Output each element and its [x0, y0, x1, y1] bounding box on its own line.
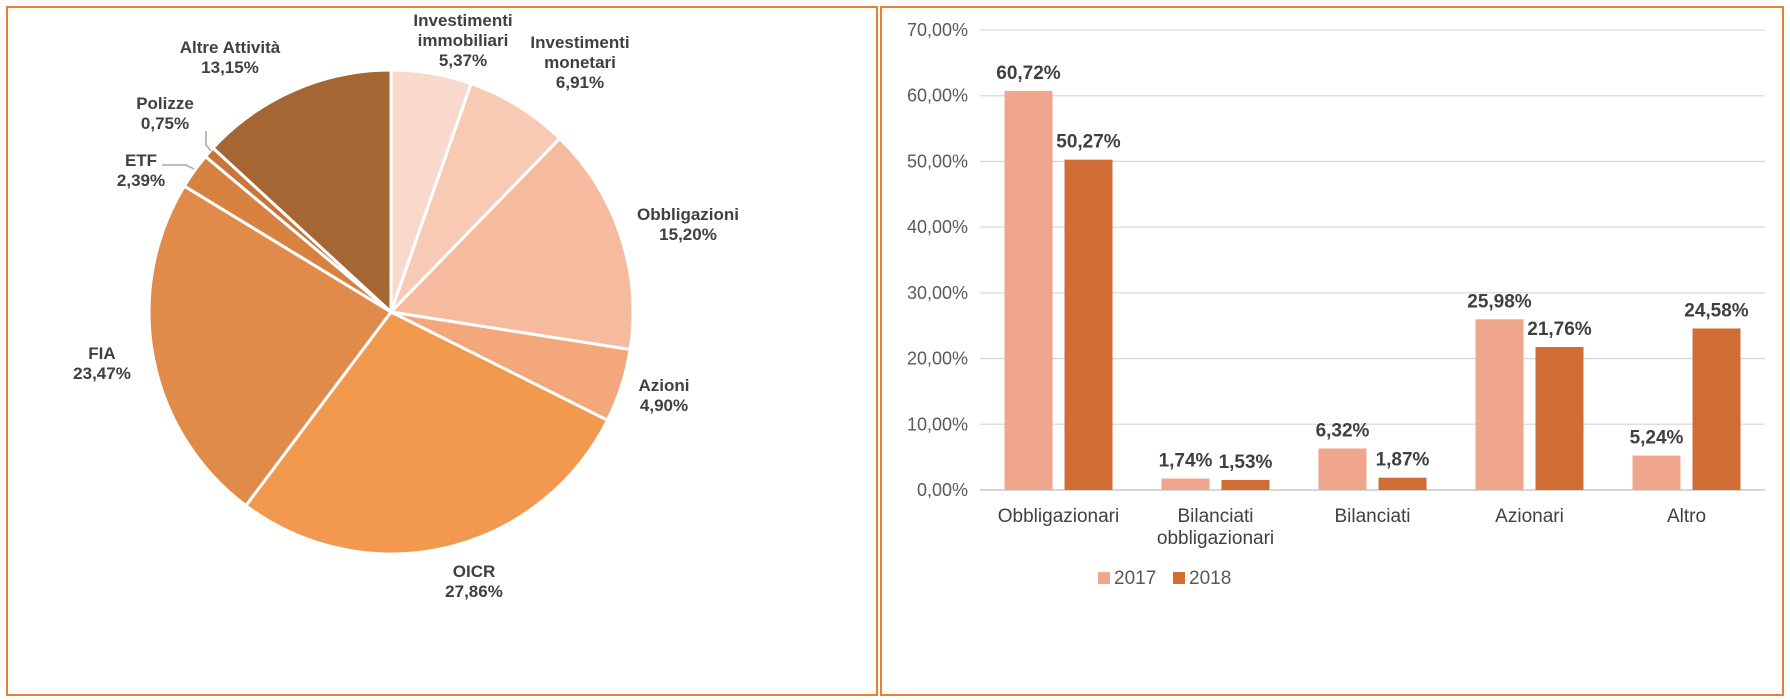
pie-slice — [389, 81, 562, 314]
bar-chart-panel: 0,00% 10,00% 20,00% 30,00% 40,00% 50,00% 60,00… — [880, 6, 1784, 696]
x-tick-label: Altro — [1667, 506, 1706, 527]
pie-data-label: Azioni 4,90% — [639, 376, 690, 415]
y-tick-label: 50,00% — [907, 151, 968, 171]
bar-2018 — [1378, 477, 1427, 490]
pie-chart: Investimenti immobiliari 5,37% Investimenti… — [73, 11, 739, 601]
bar-2018 — [1221, 479, 1270, 490]
bar-2017 — [1004, 90, 1053, 491]
legend-label: 2018 — [1189, 568, 1231, 589]
bar-2018 — [1692, 328, 1741, 490]
leader-line-polizze — [205, 131, 212, 152]
y-axis: 0,00% 10,00% 20,00% 30,00% 40,00% 50,00% 60,00… — [907, 20, 968, 500]
bar-2018 — [1535, 347, 1584, 490]
pie-slice — [387, 136, 635, 352]
legend: 2017 2018 — [1098, 568, 1231, 589]
pie-data-label: Altre Attività 13,15% — [180, 38, 281, 77]
bar-2017 — [1632, 455, 1681, 490]
y-tick-label: 20,00% — [907, 349, 968, 369]
y-tick-label: 10,00% — [907, 414, 968, 434]
pie-chart-panel: Investimenti immobiliari 5,37% Investimenti… — [6, 6, 878, 696]
y-tick-label: 70,00% — [907, 20, 968, 40]
bar-2018 — [1064, 159, 1113, 490]
x-tick-label: Bilanciati — [1334, 506, 1410, 527]
pie-slices — [147, 68, 635, 556]
legend-label: 2017 — [1114, 568, 1156, 589]
pie-data-label: Obbligazioni 15,20% — [637, 205, 739, 244]
data-labels: 60,72% 50,27% 1,74% 1,53% 6,32% 1,87% 25,98% 21… — [996, 63, 1749, 473]
pie-data-label: OICR 27,86% — [445, 562, 503, 601]
bar-chart: 0,00% 10,00% 20,00% 30,00% 40,00% 50,00% 60,00… — [907, 20, 1765, 589]
pie-data-label: Polizze 0,75% — [136, 94, 194, 133]
bar-data-label: 1,74% — [1159, 451, 1213, 472]
bars — [1004, 90, 1741, 491]
pie-slice — [243, 310, 610, 556]
x-tick-label: Bilanciati obbligazionari — [1157, 506, 1274, 549]
x-axis: Obbligazionari Bilanciati obbligazionari Bi… — [998, 506, 1706, 549]
y-tick-label: 40,00% — [907, 217, 968, 237]
bar-2017 — [1475, 319, 1524, 490]
pie-labels: Investimenti immobiliari 5,37% Investimenti… — [73, 11, 739, 601]
bar-data-label: 6,32% — [1316, 420, 1370, 441]
bar-data-label: 50,27% — [1056, 132, 1121, 153]
pie-slice — [147, 184, 394, 508]
pie-slice — [210, 68, 393, 316]
pie-data-label: FIA 23,47% — [73, 344, 131, 383]
bar-data-label: 21,76% — [1527, 319, 1592, 340]
leader-line-etf — [162, 164, 195, 170]
bar-data-label: 1,53% — [1219, 452, 1273, 473]
y-tick-label: 60,00% — [907, 86, 968, 106]
legend-swatch — [1173, 572, 1185, 584]
pie-data-label: Investimenti monetari 6,91% — [530, 33, 629, 92]
pie-data-label: Investimenti immobiliari 5,37% — [413, 11, 512, 70]
x-tick-label: Obbligazionari — [998, 506, 1119, 527]
x-tick-label: Azionari — [1495, 506, 1564, 527]
legend-swatch — [1098, 572, 1110, 584]
bar-data-label: 60,72% — [996, 63, 1061, 84]
pie-data-label: ETF 2,39% — [117, 151, 165, 190]
bar-data-label: 24,58% — [1684, 300, 1749, 321]
pie-leader-lines — [162, 131, 212, 170]
bar-data-label: 1,87% — [1376, 450, 1430, 471]
bar-data-label: 5,24% — [1630, 428, 1684, 449]
bar-2017 — [1161, 478, 1210, 490]
bar-data-label: 25,98% — [1467, 291, 1532, 312]
y-tick-label: 0,00% — [917, 480, 968, 500]
bar-2017 — [1318, 448, 1367, 490]
y-tick-label: 30,00% — [907, 283, 968, 303]
